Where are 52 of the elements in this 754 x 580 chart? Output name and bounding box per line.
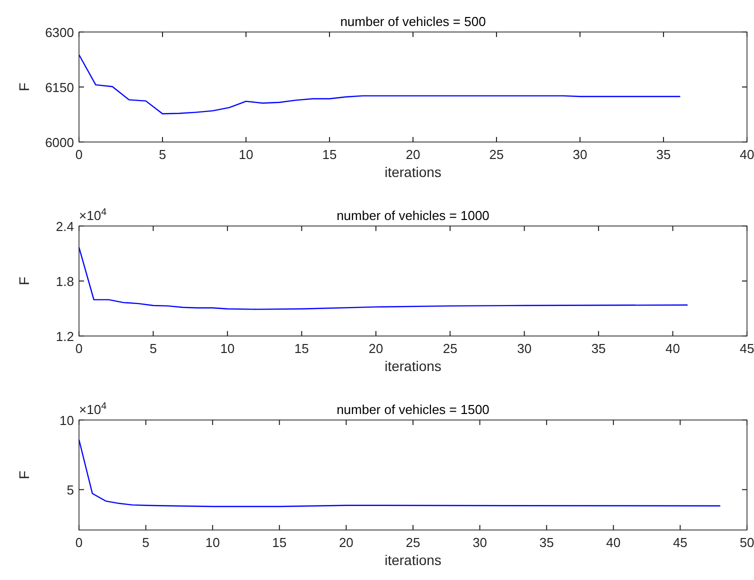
x-tick-label: 0 — [75, 341, 83, 356]
x-tick-label: 10 — [205, 535, 220, 550]
x-tick-label: 50 — [740, 535, 754, 550]
y-axis-title: F — [16, 470, 32, 480]
x-axis-title: iterations — [384, 164, 442, 180]
y-tick-label: 6150 — [45, 80, 74, 95]
x-tick-label: 45 — [740, 341, 754, 356]
line-series — [78, 54, 681, 114]
x-tick-label: 15 — [272, 535, 287, 550]
x-tick-label: 40 — [606, 535, 621, 550]
text: ×10$^{4}$ — [79, 206, 108, 223]
line-series — [78, 246, 688, 310]
x-axis-title: iterations — [384, 552, 442, 568]
y-tick-label: 6300 — [45, 25, 74, 40]
x-tick-label: 0 — [75, 147, 83, 162]
y-tick-label: 6000 — [45, 135, 74, 150]
x-tick-label: 30 — [517, 341, 532, 356]
x-tick-label: 35 — [656, 147, 671, 162]
x-tick-label: 20 — [338, 535, 354, 550]
chart-title: number of vehicles = 1000 — [336, 208, 490, 223]
x-tick-label: 0 — [75, 535, 83, 550]
y-tick-label: 10 — [60, 413, 74, 428]
text: ×10$^{4}$ — [79, 400, 108, 417]
x-tick-label: 35 — [539, 535, 554, 550]
y-tick-label: 1.8 — [56, 274, 74, 289]
x-tick-label: 5 — [150, 341, 157, 356]
x-tick-label: 40 — [666, 341, 680, 356]
x-tick-label: 10 — [220, 341, 235, 356]
y-axis-title: F — [16, 82, 32, 92]
line-series — [78, 439, 721, 508]
x-tick-label: 25 — [489, 147, 504, 162]
y-axis-title: F — [16, 276, 32, 286]
chart-title: number of vehicles = 500 — [340, 14, 486, 29]
x-tick-label: 30 — [572, 147, 588, 162]
y-tick-label: 2.4 — [56, 219, 74, 234]
x-tick-label: 25 — [406, 535, 420, 550]
x-tick-label: 45 — [672, 535, 688, 550]
y-tick-label: 5 — [66, 482, 74, 498]
y-tick-label: 1.2 — [56, 329, 74, 344]
x-tick-label: 40 — [740, 147, 754, 162]
x-tick-label: 15 — [322, 147, 337, 162]
x-tick-label: 20 — [368, 341, 384, 356]
x-tick-label: 10 — [238, 147, 254, 162]
x-tick-label: 35 — [591, 341, 606, 356]
x-axis-title: iterations — [384, 358, 442, 374]
x-tick-label: 25 — [442, 341, 458, 356]
x-tick-label: 30 — [472, 535, 488, 550]
chart-title: number of vehicles = 1500 — [336, 402, 490, 417]
x-tick-label: 15 — [294, 341, 309, 356]
x-tick-label: 5 — [158, 147, 166, 162]
x-tick-label: 20 — [406, 147, 420, 162]
x-tick-label: 5 — [142, 535, 150, 550]
